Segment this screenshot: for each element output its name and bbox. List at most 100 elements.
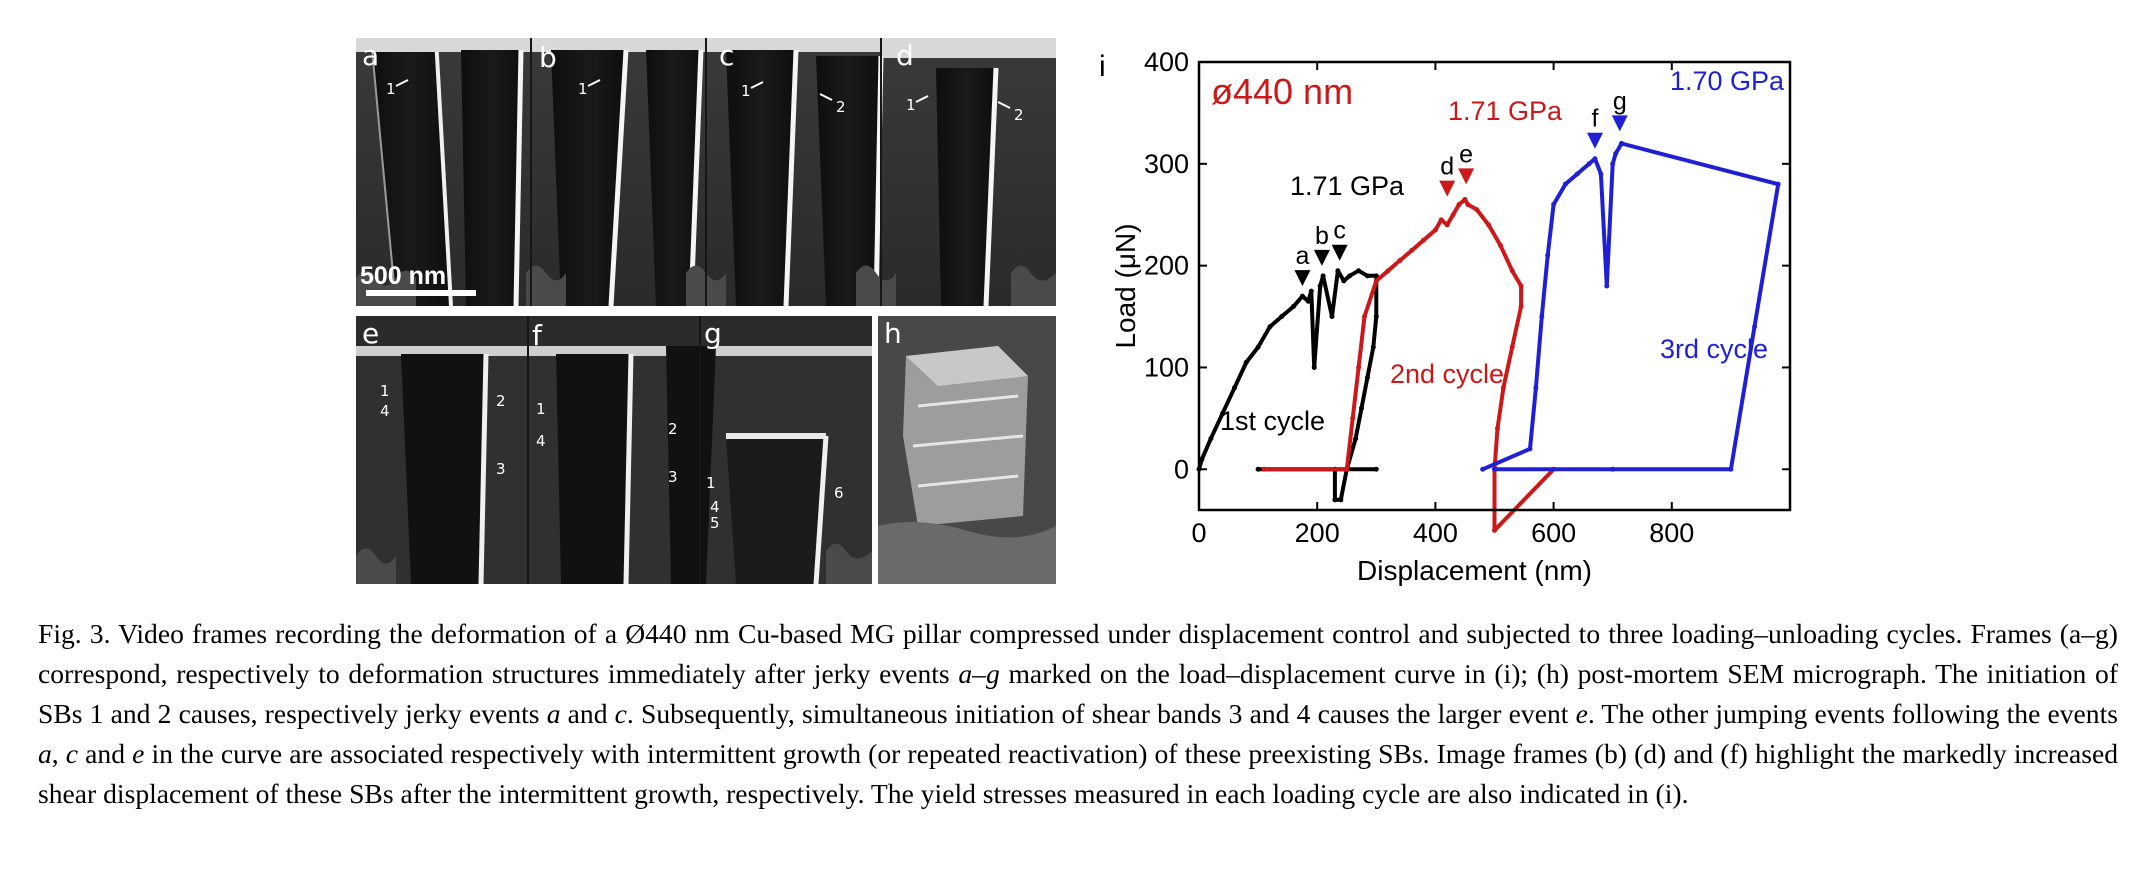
series-point (1317, 283, 1323, 289)
sem-strip-bottom: e f g 1 4 2 3 1 4 2 3 1 4 5 6 (356, 316, 872, 584)
caption-segment: c (65, 738, 79, 769)
series-point (1267, 324, 1273, 330)
event-marker-d (1439, 180, 1456, 197)
series-point (1220, 410, 1226, 416)
x-tick-label: 800 (1649, 518, 1694, 548)
chart-annotation: 3rd cycle (1660, 334, 1768, 364)
series-point (1344, 466, 1350, 472)
caption-segment: . The other jumping events following the… (1587, 698, 2118, 729)
series-point (1329, 314, 1335, 320)
shear-band-label: 1 (906, 96, 916, 114)
series-point (1359, 405, 1365, 411)
series-point (1592, 156, 1598, 162)
series-point (1619, 140, 1625, 146)
chart-annotation: 2nd cycle (1390, 359, 1504, 389)
series-point (1361, 314, 1367, 320)
scale-bar-label: 500 nm (360, 262, 447, 290)
series-point (1728, 466, 1734, 472)
caption-segment: a–g (958, 658, 1000, 689)
shear-band-label: 1 (380, 382, 390, 400)
series-point (1320, 273, 1326, 279)
y-tick-label: 400 (1144, 47, 1189, 77)
shear-band-label: 2 (836, 98, 846, 116)
shear-band-label: 2 (496, 392, 506, 410)
event-marker-b (1313, 249, 1330, 266)
frame-label-d: d (896, 39, 914, 72)
chart-title: ø440 nm (1211, 71, 1353, 112)
shear-band-label: 1 (741, 82, 751, 100)
series-point (1432, 227, 1438, 233)
event-marker-label-g: g (1613, 87, 1627, 115)
series-point (1574, 171, 1580, 177)
series-point (1356, 268, 1362, 274)
x-axis-title: Displacement (nm) (1357, 555, 1592, 586)
series-point (1486, 222, 1492, 228)
shear-band-label: 6 (834, 484, 844, 502)
series-point (1509, 268, 1515, 274)
series-point (1243, 359, 1249, 365)
frame-label-h: h (884, 317, 902, 350)
frame-label-c: c (719, 39, 735, 72)
series-point (1373, 273, 1379, 279)
series-point (1613, 151, 1619, 157)
series-point (1492, 466, 1497, 472)
event-marker-a (1294, 270, 1311, 287)
caption-segment: a (546, 698, 561, 729)
x-tick-label: 200 (1295, 518, 1340, 548)
series-point (1533, 385, 1539, 391)
shear-band-label: 1 (578, 80, 588, 98)
series-point (1604, 283, 1610, 289)
series-point (1208, 436, 1214, 442)
series-point (1299, 293, 1305, 299)
series-point (1480, 466, 1486, 472)
event-marker-f (1586, 132, 1603, 149)
series-point (1456, 202, 1462, 208)
series-point (1545, 252, 1551, 258)
series-point (1332, 497, 1338, 503)
sem-strip-bottom-image (356, 316, 872, 584)
panel-label-i: i (1099, 50, 1106, 83)
series-point (1305, 298, 1311, 304)
shear-band-label: 4 (536, 432, 546, 450)
series-point (1775, 181, 1781, 187)
series-point (1497, 242, 1503, 248)
sem-postmortem: h (878, 316, 1056, 584)
series-point (1279, 314, 1285, 320)
series-point (1338, 497, 1344, 503)
load-displacement-chart: 0 200 400 600 800 0 100 200 300 400 Displacement (… (1099, 47, 1792, 586)
series-point (1518, 303, 1524, 309)
series-point (1462, 196, 1468, 202)
sem-strip-top-image (356, 38, 1056, 306)
chart-annotation: 1.70 GPa (1670, 66, 1785, 96)
sem-strip-top: a b c d 1 1 1 2 1 2 500 nm (356, 38, 1056, 306)
caption-segment: c (614, 698, 627, 729)
shear-band-label: 1 (386, 80, 396, 98)
event-marker-label-d: d (1440, 153, 1454, 181)
series-point (1261, 466, 1267, 472)
series-point (1465, 202, 1471, 208)
frame-label-e: e (362, 317, 380, 350)
series-point (1231, 385, 1237, 391)
event-marker-label-e: e (1459, 140, 1473, 168)
series-point (1397, 258, 1403, 264)
series-point (1385, 268, 1391, 274)
series-point (1199, 456, 1205, 462)
caption-segment: . Subsequently, simultaneous initiation … (626, 698, 1576, 729)
postmortem-pillar-image (878, 316, 1056, 584)
caption-segment: e (132, 738, 145, 769)
series-point (1373, 314, 1379, 320)
x-tick-label: 600 (1531, 518, 1576, 548)
series-point (1291, 303, 1297, 309)
series-point (1586, 161, 1592, 167)
caption-body: Video frames recording the deformation o… (38, 618, 2118, 809)
series-point (1370, 344, 1376, 350)
shear-band-label: 4 (380, 402, 390, 420)
y-tick-label: 300 (1144, 149, 1189, 179)
shear-band-label: 1 (706, 474, 716, 492)
event-marker-label-c: c (1333, 217, 1346, 245)
shear-band-label: 3 (668, 468, 678, 486)
frame-label-a: a (362, 39, 380, 72)
caption-segment: in the curve are associated respectively… (38, 738, 2118, 809)
event-marker-g (1611, 115, 1628, 132)
series-point (1311, 364, 1317, 370)
